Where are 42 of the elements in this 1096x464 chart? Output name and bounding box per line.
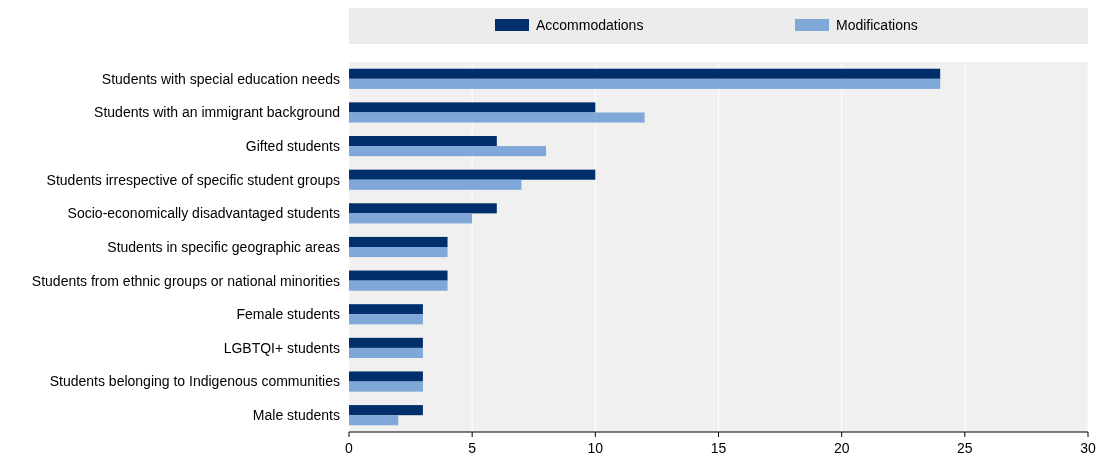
x-tick-label: 5 (468, 440, 477, 456)
y-tick-label: Female students (236, 306, 340, 323)
bar (349, 337, 423, 348)
x-tick-label: 15 (710, 440, 727, 456)
y-tick-label: Students irrespective of specific student groups (46, 171, 340, 188)
y-tick-label: Students from ethnic groups or national minorities (31, 272, 340, 289)
bar (349, 405, 423, 416)
y-tick-label: Gifted students (245, 137, 340, 154)
bar (349, 146, 547, 157)
x-tick-label: 30 (1080, 440, 1096, 456)
bar (349, 371, 423, 382)
bar (349, 68, 941, 79)
x-tick-label: 10 (587, 440, 604, 456)
bar (349, 136, 497, 147)
bar (349, 381, 423, 392)
y-tick-label: Socio-economically disadvantaged students (67, 205, 340, 222)
bar (349, 347, 423, 358)
y-tick-label: LGBTQI+ students (223, 339, 340, 356)
x-tick-label: 20 (833, 440, 850, 456)
y-tick-label: Students with special education needs (101, 70, 340, 87)
bar (349, 102, 596, 113)
bar (349, 314, 423, 325)
y-tick-label: Students belonging to Indigenous communities (49, 373, 340, 390)
y-tick-label: Male students (252, 407, 340, 424)
bar (349, 415, 399, 426)
legend-label: Modifications (836, 16, 918, 33)
bar (349, 236, 448, 247)
x-tick-label: 25 (957, 440, 973, 456)
bar (349, 304, 423, 315)
bar (349, 247, 448, 258)
legend-label: Accommodations (536, 16, 644, 33)
bar (349, 280, 448, 291)
bar (349, 203, 497, 214)
bar (349, 179, 522, 190)
bar (349, 78, 941, 89)
y-tick-label: Students with an immigrant background (94, 104, 340, 121)
bar (349, 112, 645, 123)
bar (349, 169, 596, 180)
bar (349, 213, 473, 224)
bar (349, 270, 448, 281)
x-tick-label: 0 (345, 440, 354, 456)
y-tick-label: Students in specific geographic areas (107, 238, 340, 255)
